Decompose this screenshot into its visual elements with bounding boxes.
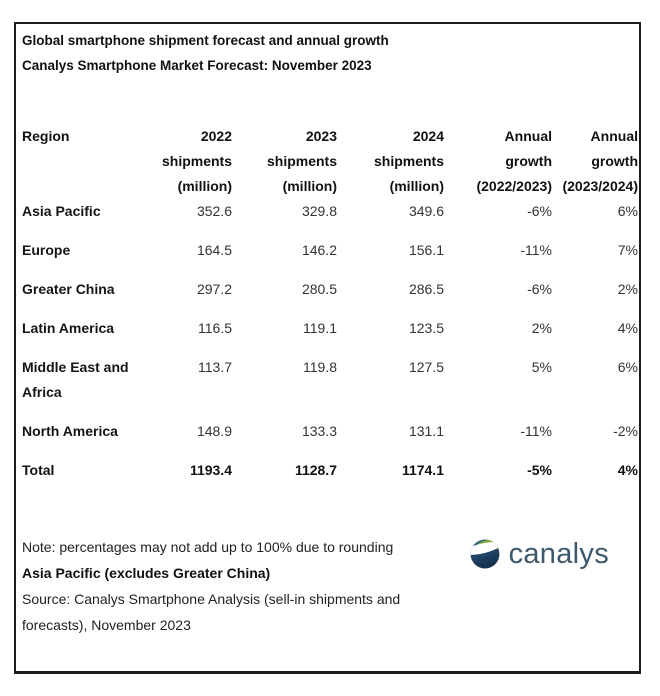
value-cell: 352.6 <box>196 203 232 219</box>
value-cell: 5% <box>531 359 552 375</box>
report-title: Global smartphone shipment forecast and … <box>22 33 389 48</box>
table-row: Latin America 116.5 119.1 123.5 2% 4% <box>22 316 638 355</box>
value-cell: 6% <box>617 203 638 219</box>
region-cell: Middle East and Africa <box>22 359 129 400</box>
canalys-logo: canalys <box>468 537 609 571</box>
value-cell: 286.5 <box>408 281 444 297</box>
value-cell: 119.8 <box>303 359 337 375</box>
value-cell: 131.1 <box>408 423 444 439</box>
canalys-wordmark: canalys <box>508 538 609 570</box>
note-line: Note: percentages may not add up to 100%… <box>22 539 394 555</box>
total-label-cell: Total <box>22 462 55 478</box>
value-cell: 113.7 <box>198 359 232 375</box>
table-row: North America 148.9 133.3 131.1 -11% -2% <box>22 419 638 458</box>
value-cell: 4% <box>617 320 638 336</box>
report-subtitle: Canalys Smartphone Market Forecast: Nove… <box>22 58 372 73</box>
value-cell: 349.6 <box>408 203 444 219</box>
table-total-row: Total 1193.4 1128.7 1174.1 -5% 4% <box>22 458 638 498</box>
column-header-2024-shipments: 2024 shipments (million) <box>373 128 444 194</box>
value-cell: 6% <box>617 359 638 375</box>
column-header-growth-2022-2023: Annual growth (2022/2023) <box>476 128 552 194</box>
value-cell: 127.5 <box>408 359 444 375</box>
region-cell: Latin America <box>22 320 115 336</box>
value-cell: 7% <box>617 242 638 258</box>
value-cell: 116.5 <box>198 320 232 336</box>
value-cell: 297.2 <box>196 281 232 297</box>
total-value-cell: 1174.1 <box>401 462 444 478</box>
value-cell: -11% <box>520 423 552 439</box>
source-line: Source: Canalys Smartphone Analysis (sel… <box>22 591 401 633</box>
total-value-cell: -5% <box>527 462 552 478</box>
value-cell: 119.1 <box>303 320 337 336</box>
value-cell: 146.2 <box>301 242 337 258</box>
value-cell: 133.3 <box>301 423 337 439</box>
table-row: Asia Pacific 352.6 329.8 349.6 -6% 6% <box>22 199 638 238</box>
canalys-globe-icon <box>468 537 502 571</box>
table-row: Middle East and Africa 113.7 119.8 127.5… <box>22 355 638 419</box>
note-bold-line: Asia Pacific (excludes Greater China) <box>22 565 271 581</box>
column-header-region: Region <box>22 128 70 144</box>
total-value-cell: 1193.4 <box>189 462 232 478</box>
column-header-2023-shipments: 2023 shipments (million) <box>266 128 337 194</box>
region-cell: Greater China <box>22 281 115 297</box>
total-value-cell: 1128.7 <box>294 462 337 478</box>
report-card: Global smartphone shipment forecast and … <box>14 22 641 674</box>
table-header-row: Region 2022 shipments (million) 2023 shi… <box>22 124 638 199</box>
column-header-2022-shipments: 2022 shipments (million) <box>161 128 232 194</box>
region-cell: North America <box>22 423 118 439</box>
forecast-table: Region 2022 shipments (million) 2023 shi… <box>22 124 638 498</box>
value-cell: 329.8 <box>301 203 337 219</box>
value-cell: 123.5 <box>408 320 444 336</box>
value-cell: -2% <box>613 423 638 439</box>
value-cell: 156.1 <box>408 242 444 258</box>
value-cell: -11% <box>520 242 552 258</box>
value-cell: 280.5 <box>301 281 337 297</box>
region-cell: Asia Pacific <box>22 203 101 219</box>
value-cell: -6% <box>527 281 552 297</box>
region-cell: Europe <box>22 242 71 258</box>
value-cell: 2% <box>531 320 552 336</box>
value-cell: 164.5 <box>196 242 232 258</box>
table-row: Europe 164.5 146.2 156.1 -11% 7% <box>22 238 638 277</box>
value-cell: -6% <box>527 203 552 219</box>
table-row: Greater China 297.2 280.5 286.5 -6% 2% <box>22 277 638 316</box>
footer: Note: percentages may not add up to 100%… <box>22 534 639 638</box>
column-header-growth-2023-2024: Annual growth (2023/2024) <box>562 128 638 194</box>
total-value-cell: 4% <box>617 462 638 478</box>
value-cell: 148.9 <box>196 423 232 439</box>
value-cell: 2% <box>617 281 638 297</box>
